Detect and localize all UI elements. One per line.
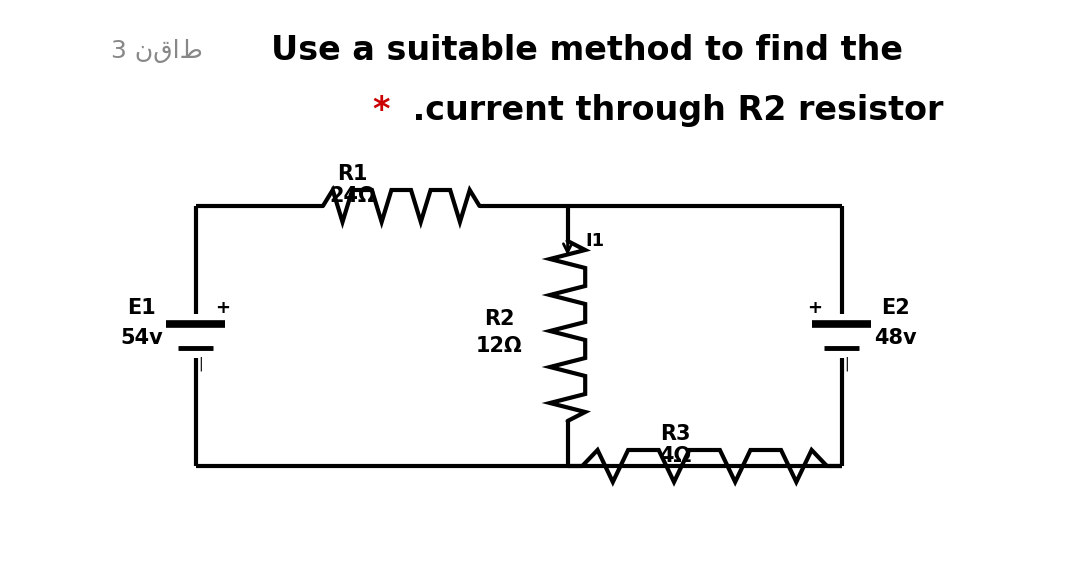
Text: E1: E1 xyxy=(127,298,157,318)
Text: R3: R3 xyxy=(660,424,690,444)
Text: +: + xyxy=(807,299,822,317)
Text: .current through R2 resistor: .current through R2 resistor xyxy=(402,94,944,127)
Text: 4Ω: 4Ω xyxy=(659,446,691,466)
Text: *: * xyxy=(372,94,390,127)
Text: 54v: 54v xyxy=(121,328,163,348)
Text: E2: E2 xyxy=(881,298,909,318)
Text: |: | xyxy=(845,357,849,372)
Text: 48v: 48v xyxy=(874,328,917,348)
Text: 3 نقاط: 3 نقاط xyxy=(110,39,202,63)
Text: 12Ω: 12Ω xyxy=(475,336,523,356)
Text: R1: R1 xyxy=(337,164,367,184)
Text: 24Ω: 24Ω xyxy=(329,186,376,206)
Text: R2: R2 xyxy=(484,309,514,329)
Text: |: | xyxy=(199,357,203,372)
Text: I1: I1 xyxy=(585,232,605,250)
Text: Use a suitable method to find the: Use a suitable method to find the xyxy=(271,35,903,67)
Text: +: + xyxy=(216,299,231,317)
